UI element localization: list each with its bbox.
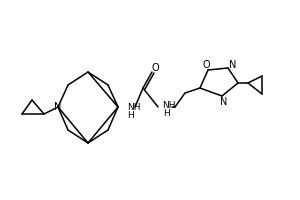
Text: O: O <box>151 63 159 73</box>
Text: N: N <box>229 60 237 70</box>
Text: H: H <box>163 110 170 118</box>
Text: H: H <box>128 110 134 119</box>
Text: N: N <box>220 97 228 107</box>
Text: NH: NH <box>127 102 140 112</box>
Text: NH: NH <box>162 100 175 110</box>
Text: O: O <box>202 60 210 70</box>
Text: N: N <box>54 102 62 112</box>
